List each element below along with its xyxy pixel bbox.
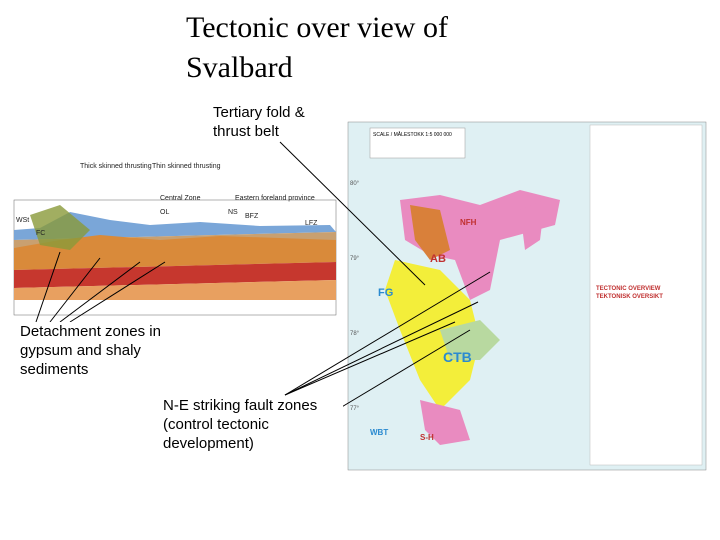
map-label: NFH <box>460 218 477 227</box>
section-label: Eastern foreland province <box>235 195 315 202</box>
annotation: Tertiary fold & thrust belt <box>213 104 305 140</box>
map-label: S-H <box>420 433 434 442</box>
section-label: LFZ <box>305 220 318 227</box>
pointer-lines <box>35 141 491 409</box>
map-label: CTB <box>443 349 472 365</box>
cross-section: Thick skinned thrusting Thin skinned thr… <box>13 163 337 316</box>
map-label: SCALE / MÅLESTOKK 1:5 000 000 <box>373 131 452 138</box>
slide-title: Tectonic over view of Svalbard <box>186 11 448 84</box>
section-label: FC <box>36 230 45 237</box>
map-label: TECTONIC OVERVIEW <box>596 286 661 292</box>
section-label: WSt <box>16 217 29 224</box>
section-label: Central Zone <box>160 195 201 202</box>
map-label: 77° <box>350 406 360 412</box>
section-label: NS <box>228 209 238 216</box>
map-label: FG <box>378 287 393 299</box>
section-label: BFZ <box>245 213 259 220</box>
map-label: 78° <box>350 331 360 337</box>
section-label: OL <box>160 209 169 216</box>
map-label: TEKTONISK OVERSIKT <box>596 294 663 300</box>
section-label: Thick skinned thrusting <box>80 163 152 170</box>
map-label: WBT <box>370 428 388 437</box>
map-label: AB <box>430 253 446 265</box>
section-label: Thin skinned thrusting <box>152 163 221 170</box>
annotation: N-E striking fault zones (control tecton… <box>163 396 343 453</box>
map: SCALE / MÅLESTOKK 1:5 000 000 TECTONIC O… <box>347 121 707 471</box>
map-label: 80° <box>350 181 360 187</box>
annotation: Detachment zones in gypsum and shaly sed… <box>20 322 195 379</box>
map-label: 79° <box>350 256 360 262</box>
